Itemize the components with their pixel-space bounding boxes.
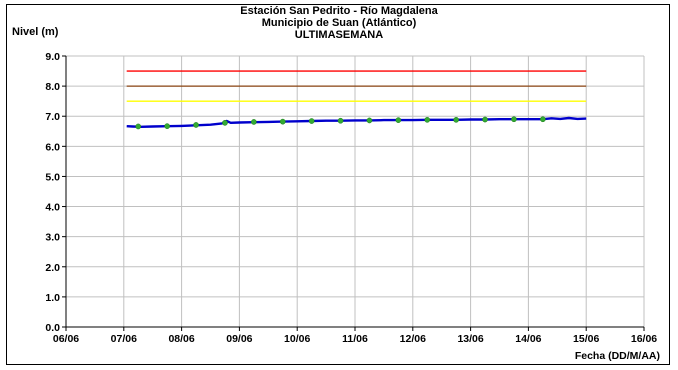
y-tick-label: 5.0 [45,171,60,183]
x-tick-label: 10/06 [284,333,310,345]
x-tick-label: 16/06 [631,333,657,345]
data-point [424,116,431,123]
data-point [395,117,402,123]
x-tick-label: 06/06 [53,333,79,345]
x-tick-label: 11/06 [342,333,368,345]
data-point [511,116,517,123]
y-tick-label: 7.0 [45,111,60,123]
data-point [453,116,459,123]
y-axis-label: Nivel (m) [12,26,59,38]
x-tick-label: 08/06 [168,333,194,345]
y-tick-label: 3.0 [45,232,60,244]
data-point [251,119,257,125]
chart-title: Estación San Pedrito - Río Magdalena [240,5,438,17]
x-tick-label: 13/06 [457,333,483,345]
y-tick-label: 0.0 [45,322,60,334]
y-tick-label: 1.0 [45,292,60,304]
y-tick-label: 4.0 [45,202,60,214]
data-point [222,119,228,126]
x-tick-label: 07/06 [111,333,137,345]
x-tick-label: 09/06 [226,333,252,345]
x-tick-label: 12/06 [400,333,426,345]
chart-subtitle: Municipio de Suan (Atlántico) [261,17,417,29]
data-point [135,123,142,130]
y-tick-label: 6.0 [45,141,60,153]
data-point [540,116,546,123]
y-tick-label: 9.0 [45,51,60,63]
y-tick-label: 8.0 [45,81,60,93]
x-tick-label: 15/06 [573,333,599,345]
data-point [337,117,344,124]
y-tick-label: 2.0 [45,262,60,274]
chart-subtitle-2: ULTIMASEMANA [294,29,384,41]
chart-titles: Estación San Pedrito - Río Magdalena Mun… [0,5,678,41]
data-point [193,122,199,128]
data-point [279,118,286,125]
chart-frame [6,4,670,365]
x-axis-label: Fecha (DD/M/AA) [574,350,660,362]
data-point [164,123,170,130]
data-point [308,118,315,124]
data-point [482,116,488,123]
data-point [366,117,373,124]
x-tick-label: 14/06 [515,333,541,345]
